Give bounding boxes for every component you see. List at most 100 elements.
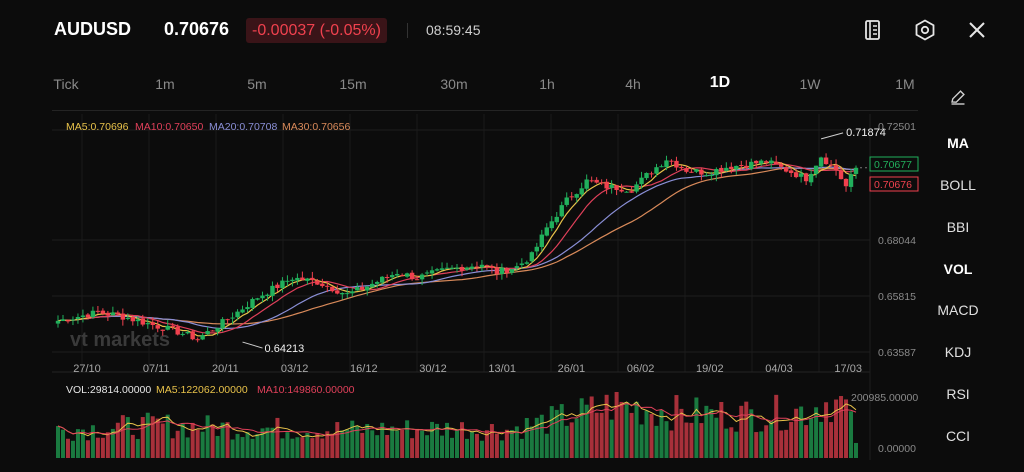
volume-bar: [544, 433, 549, 458]
volume-bar: [170, 438, 175, 458]
candlestick: [185, 330, 190, 335]
candlestick: [215, 327, 220, 336]
indicator-kdj[interactable]: KDJ: [944, 344, 972, 360]
timeframe-tabs: Tick 1m 5m 15m 30m 1h 4h 1D 1W 1M: [0, 72, 1024, 98]
indicator-cci[interactable]: CCI: [945, 428, 971, 444]
tab-1m[interactable]: 1m: [155, 76, 175, 92]
volume-bar: [140, 417, 145, 458]
volume-bar: [350, 420, 355, 458]
high-marker-line: [820, 132, 844, 140]
tab-1d[interactable]: 1D: [709, 74, 731, 91]
price-tag-last: 0.70676: [869, 176, 919, 192]
candlestick: [818, 156, 824, 169]
volume-bar: [450, 437, 455, 458]
volume-bar: [734, 431, 739, 458]
candlestick: [594, 177, 599, 184]
candlestick: [848, 168, 854, 192]
indicator-vol[interactable]: VOL: [943, 261, 973, 277]
candlestick: [694, 169, 699, 174]
volume-bar: [839, 396, 844, 458]
ma20-line: [57, 166, 857, 330]
candlestick: [190, 330, 195, 341]
tab-30m[interactable]: 30m: [440, 76, 468, 92]
candlestick: [135, 316, 140, 327]
candlestick: [798, 169, 804, 183]
volume-bar: [829, 422, 834, 458]
candlestick: [749, 158, 754, 171]
candlestick: [549, 216, 554, 232]
volume-bar: [455, 429, 459, 458]
volume-bar: [405, 420, 410, 458]
volume-bar: [674, 395, 679, 458]
tab-15m[interactable]: 15m: [339, 76, 367, 92]
candlestick: [384, 274, 390, 283]
candlestick: [105, 310, 111, 321]
volume-bar: [56, 426, 60, 458]
volume-bar: [70, 440, 75, 458]
indicator-macd[interactable]: MACD: [937, 302, 979, 318]
volume-bar: [270, 427, 275, 458]
volume-bar: [614, 392, 619, 458]
volume-bar: [594, 412, 599, 458]
ma-legend-item: MA20:0.70708: [209, 121, 277, 133]
ma10-line: [57, 163, 857, 334]
candlestick: [739, 160, 744, 171]
price-change-badge: -0.00037 (-0.05%): [246, 18, 387, 43]
volume-bar: [425, 435, 430, 458]
candlestick: [664, 155, 669, 171]
volume-bar: [499, 440, 504, 458]
candlestick: [734, 165, 739, 175]
volume-bar: [445, 422, 450, 458]
volume-bar: [195, 429, 200, 458]
volume-bar: [125, 417, 130, 458]
candlestick: [389, 271, 395, 281]
indicator-rsi[interactable]: RSI: [946, 386, 970, 402]
tab-1m-month[interactable]: 1M: [895, 76, 915, 92]
symbol-name[interactable]: AUDUSD: [54, 19, 132, 39]
volume-bar: [624, 401, 629, 458]
candlestick: [759, 159, 764, 166]
indicator-bbi[interactable]: BBI: [946, 219, 970, 235]
candlestick: [360, 282, 365, 291]
draw-pencil-icon[interactable]: [928, 88, 988, 109]
indicator-ma[interactable]: MA: [947, 135, 969, 151]
candlestick: [823, 153, 829, 165]
candlestick: [744, 160, 749, 171]
candlestick: [379, 276, 385, 285]
candlestick: [754, 160, 759, 169]
volume-bar: [340, 430, 345, 458]
volume-bar: [494, 433, 499, 458]
candlestick: [195, 337, 200, 343]
volume-bar: [539, 414, 544, 458]
candlestick: [80, 309, 86, 323]
candlestick: [439, 262, 445, 271]
indicator-boll[interactable]: BOLL: [940, 177, 976, 193]
candlestick: [764, 160, 769, 165]
candlestick: [689, 168, 694, 173]
volume-bar: [744, 401, 749, 458]
x-tick-label: 07/11: [143, 363, 170, 375]
close-icon[interactable]: [965, 18, 989, 42]
x-tick-label: 13/01: [488, 363, 516, 375]
tab-5m[interactable]: 5m: [247, 76, 267, 92]
candlestick: [434, 267, 440, 272]
candlestick: [60, 314, 66, 322]
candlestick: [120, 308, 126, 326]
volume-bar: [679, 408, 684, 458]
candlestick: [265, 293, 270, 301]
document-icon[interactable]: [861, 18, 885, 42]
volume-bar: [255, 434, 260, 458]
candlestick: [180, 331, 185, 337]
volume-bar: [200, 431, 205, 458]
volume-bar: [60, 429, 65, 458]
tab-1w[interactable]: 1W: [799, 76, 821, 92]
tab-4h[interactable]: 4h: [625, 76, 641, 92]
candlestick: [160, 329, 165, 336]
tab-tick[interactable]: Tick: [53, 76, 79, 92]
candlestick: [719, 165, 724, 178]
candlestick: [150, 317, 155, 330]
tab-1h[interactable]: 1h: [539, 76, 555, 92]
candlestick: [559, 201, 564, 218]
settings-hex-icon[interactable]: [913, 18, 937, 42]
